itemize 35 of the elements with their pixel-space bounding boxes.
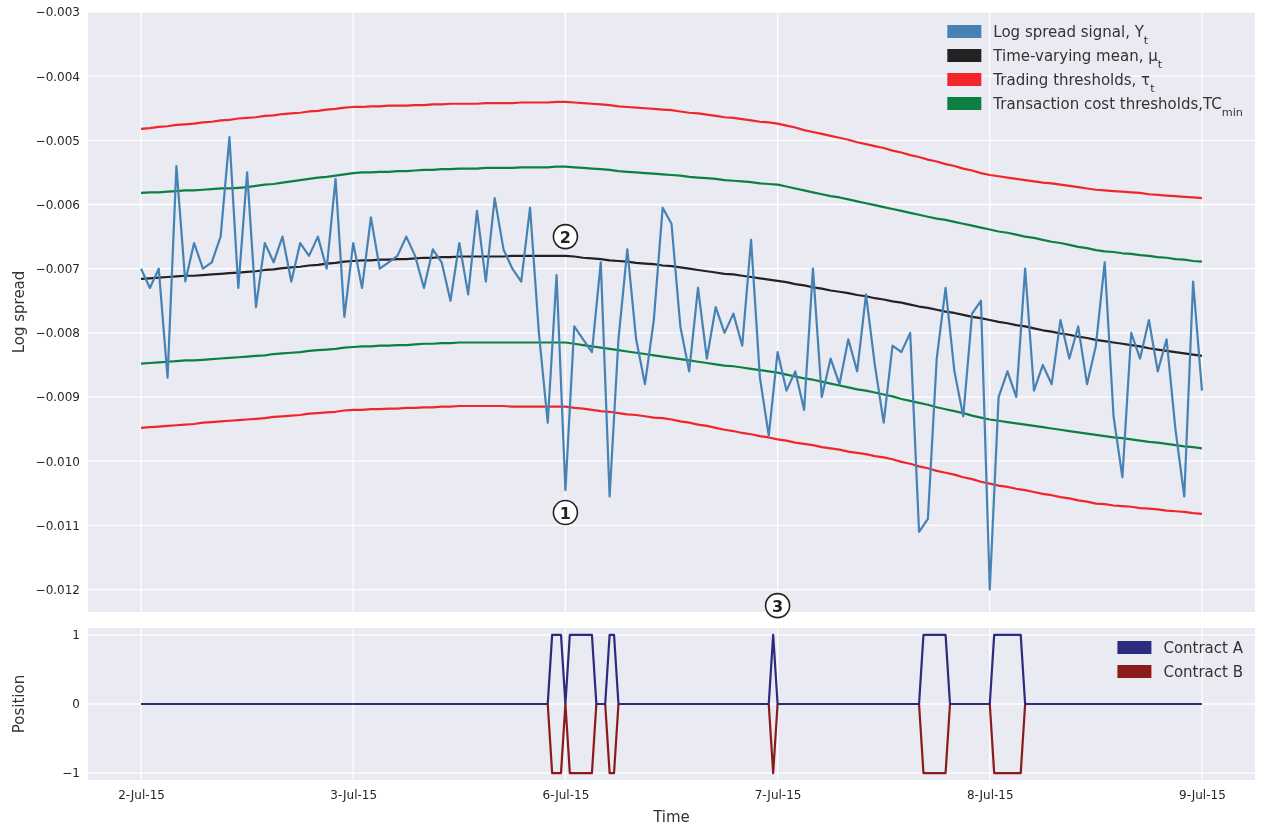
y-tick-label: −0.005 [35,133,80,148]
x-tick-label: 2-Jul-15 [118,787,165,802]
x-tick-label: 3-Jul-15 [330,787,378,802]
y-tick-label: −0.009 [35,390,80,405]
x-tick-label: 7-Jul-15 [754,787,802,802]
y-tick-label: −0.003 [35,5,80,20]
line-series [139,165,1204,263]
y-tick-label: −0.008 [35,326,80,341]
x-tick-label: 9-Jul-15 [1179,787,1226,802]
y-axis-title: Position [10,674,28,734]
y-tick-label: −0.010 [35,454,80,469]
annotation: 1 [559,503,571,523]
x-tick-label: 8-Jul-15 [966,787,1014,802]
legend-label: Log spread signal, Y$_{t}$ [993,23,1149,47]
y-tick-label: −0.004 [35,69,80,84]
y-tick-label: −0.007 [35,262,80,277]
annotation: 3 [772,596,784,616]
annotation: 2 [559,227,571,247]
y-tick-label: −0.011 [35,518,80,533]
legend-label: Contract B [1163,663,1243,681]
y-tick-label: −0.006 [35,197,80,212]
line-series [139,254,1204,358]
x-tick-label: 6-Jul-15 [542,787,590,802]
y-axis-title: Log spread [10,270,28,354]
y-tick-label: 0 [72,697,80,712]
line-series [139,341,1204,450]
y-tick-label: −1 [62,766,80,781]
legend-label: Contract A [1163,639,1244,657]
legend-label: Time-varying mean, μ$_{t}$ [992,47,1163,71]
legend-label: Transaction cost thresholds,TC$_{min}$ [992,95,1243,119]
y-tick-label: 1 [72,628,80,643]
x-axis-title: Time [652,808,690,826]
y-tick-label: −0.012 [35,582,80,597]
line-series [139,136,1204,591]
legend-label: Trading thresholds, τ$_{t}$ [992,71,1156,95]
